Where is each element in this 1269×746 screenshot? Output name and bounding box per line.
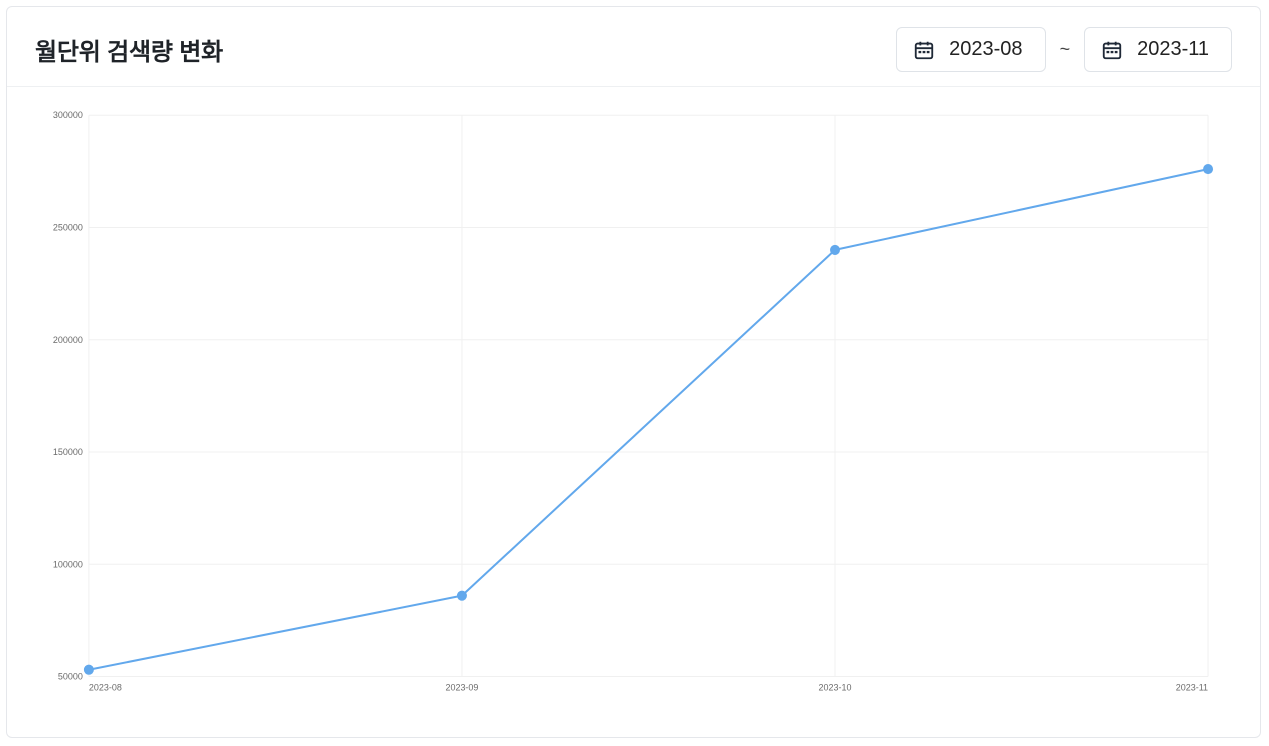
date-to-label: 2023-11	[1137, 38, 1209, 61]
y-tick-label: 150000	[53, 447, 83, 457]
x-tick-label: 2023-10	[819, 683, 852, 693]
data-point[interactable]	[1203, 164, 1213, 174]
date-range-separator: ~	[1060, 39, 1071, 60]
card-header: 월단위 검색량 변화 2023-08 ~	[7, 7, 1260, 87]
date-from-picker[interactable]: 2023-08	[896, 27, 1045, 72]
data-point[interactable]	[830, 245, 840, 255]
x-tick-label: 2023-08	[89, 683, 122, 693]
chart-area: 50000 100000 150000 200000 250000 300000 2023-…	[7, 87, 1260, 737]
page-title: 월단위 검색량 변화	[35, 32, 223, 67]
data-point[interactable]	[457, 591, 467, 601]
x-tick-label: 2023-11	[1176, 683, 1208, 693]
y-tick-label: 200000	[53, 335, 83, 345]
x-tick-label: 2023-09	[445, 683, 478, 693]
data-point[interactable]	[84, 665, 94, 675]
calendar-icon	[913, 39, 935, 61]
chart-card: 월단위 검색량 변화 2023-08 ~	[6, 6, 1261, 738]
y-tick-label: 100000	[53, 559, 83, 569]
line-chart: 50000 100000 150000 200000 250000 300000 2023-…	[27, 99, 1240, 717]
date-to-picker[interactable]: 2023-11	[1084, 27, 1232, 72]
date-range: 2023-08 ~ 2023-11	[896, 27, 1232, 72]
date-from-label: 2023-08	[949, 38, 1022, 61]
calendar-icon	[1101, 39, 1123, 61]
y-tick-label: 250000	[53, 222, 83, 232]
y-tick-label: 300000	[53, 110, 83, 120]
y-tick-label: 50000	[58, 671, 83, 681]
